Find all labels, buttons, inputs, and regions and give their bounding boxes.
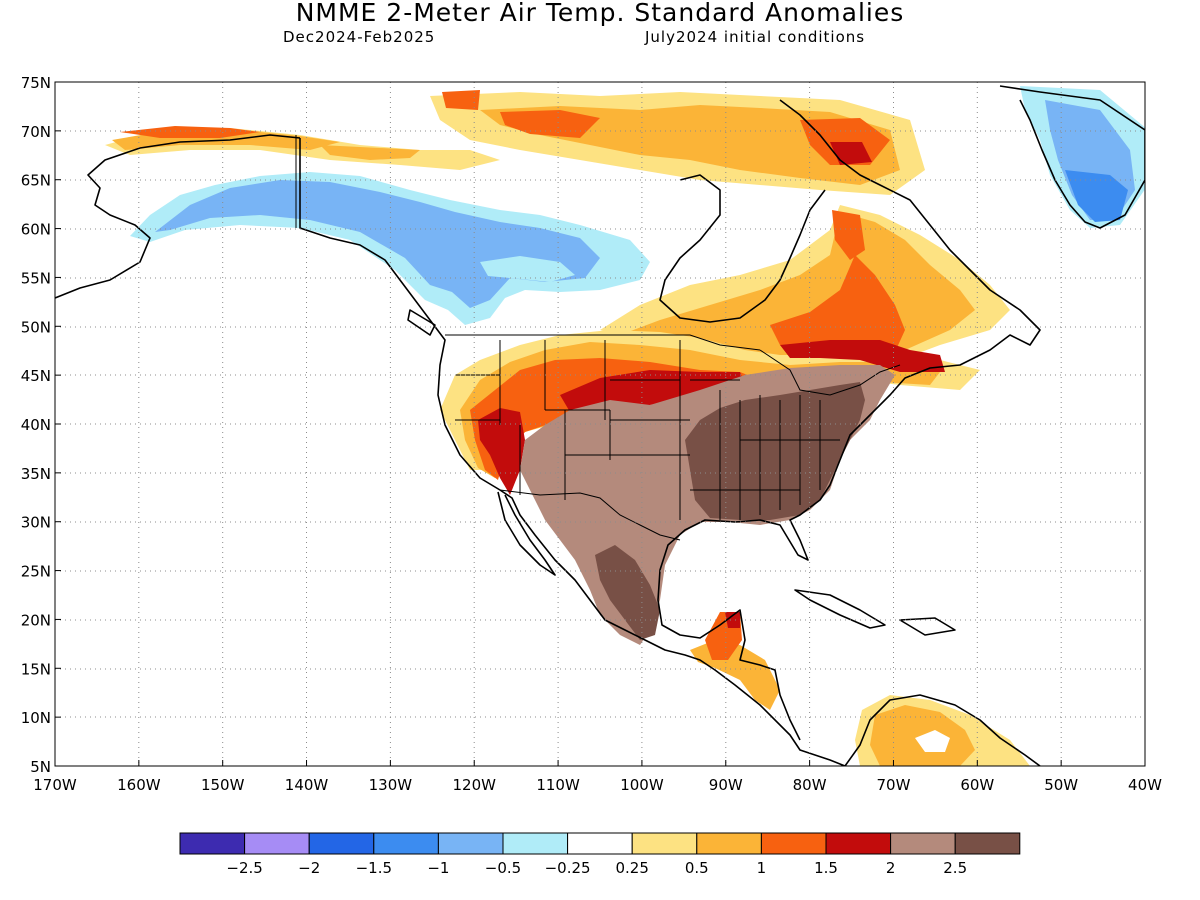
shade-greatlakes-darkred [780,340,945,372]
shade-east-canada-darkorange [770,255,905,362]
lon-tick-label: 140W [285,776,329,794]
legend-swatch [696,832,762,855]
lat-tick-label: 60N [21,221,51,239]
lon-tick-label: 40W [1128,776,1162,794]
coastline-south-america [844,694,1041,766]
shade-archipelago-darkred [830,142,872,165]
coastline-gulf [657,459,841,741]
lat-tick-label: 25N [21,563,51,581]
lon-tick-label: 50W [1044,776,1078,794]
coastline-cuba [794,589,886,629]
legend-label: −2.5 [226,859,262,877]
coastline-west [299,138,846,766]
coastlines [55,85,1145,766]
lon-tick-label: 80W [793,776,827,794]
shade-arctic-coast-darkorange [120,126,260,138]
coastline-east [779,99,1041,461]
graticule [55,82,1145,766]
coastline-alaska-north [55,134,301,299]
coastline-hispaniola [899,617,956,636]
legend-swatch [567,832,633,855]
legend-swatch [437,832,504,855]
legend-label: 2.5 [943,859,967,877]
legend-label: 0.25 [615,859,648,877]
shade-archipelago-red-1 [442,90,480,110]
coastline-vancouver-island [407,309,436,336]
legend-label: −1 [427,859,449,877]
legend-swatch [631,832,698,855]
lat-tick-label: 35N [21,465,51,483]
lat-tick-label: 45N [21,367,51,385]
coastline-greenland [999,85,1145,229]
shade-greenland-darkblue [1065,170,1128,222]
lat-tick-label: 15N [21,660,51,678]
legend-label: −0.25 [545,859,591,877]
lon-tick-label: 70W [877,776,911,794]
map-title: NMME 2-Meter Air Temp. Standard Anomalie… [295,0,905,27]
initial-conditions-label: July2024 initial conditions [645,28,866,46]
lat-tick-label: 20N [21,611,51,629]
legend-swatch [954,832,1021,855]
lon-tick-label: 130W [369,776,413,794]
lat-tick-label: 65N [21,172,51,190]
lon-tick-label: 150W [201,776,245,794]
border-us-canada-49th [445,334,761,351]
shade-southamerica-white [915,730,950,752]
legend-swatch [890,832,956,855]
latitude-axis: 75N 70N 65N 60N 55N 50N 45N 40N 35N 30N 25N 20N 15N 1… [21,74,61,776]
shade-yucatan-darkred [725,612,740,628]
shade-mexico-darkbrown [595,545,660,640]
shade-cold-cyan-inner [480,256,575,282]
lat-tick-label: 40N [21,416,51,434]
legend-label: −2 [298,859,320,877]
coastline-baja [497,491,556,576]
lat-tick-label: 50N [21,318,51,336]
coastline-hudson-bay [659,174,826,323]
lon-tick-label: 100W [620,776,664,794]
legend-swatch [373,832,439,855]
legend-label: 2 [886,859,896,877]
shade-us-darkred-nevada [478,408,525,495]
lon-tick-label: 110W [536,776,580,794]
lat-tick-label: 10N [21,709,51,727]
legend-label: 1 [757,859,767,877]
legend-label: 0.5 [685,859,709,877]
legend-swatch [244,832,310,855]
lat-tick-label: 30N [21,514,51,532]
shade-centralamerica-orange [690,640,780,710]
lat-tick-label: 55N [21,269,51,287]
border-great-lakes [759,349,901,396]
longitude-axis: 170W 160W 150W 140W 130W 120W 110W 100W 90W 80W 70… [33,760,1162,794]
legend-swatch [825,832,892,855]
period-label: Dec2024-Feb2025 [283,28,436,46]
legend-swatch [179,832,246,855]
legend-label: −1.5 [356,859,392,877]
lat-tick-label: 75N [21,74,51,92]
shade-labrador-orange [832,210,865,260]
legend-label: −0.5 [485,859,521,877]
shade-arctic-coast-orange-east [320,145,420,160]
lon-tick-label: 60W [960,776,994,794]
lat-tick-label: 5N [30,758,51,776]
legend-swatch [502,832,569,855]
lat-tick-label: 70N [21,123,51,141]
legend-swatch [760,832,827,855]
legend-swatch [308,832,375,855]
color-legend: −2.5 −2 −1.5 −1 −0.5 −0.25 0.25 0.5 1 1.5 2 2.5 [179,832,1021,877]
lon-tick-label: 170W [33,776,77,794]
anomaly-field [105,86,1145,766]
lon-tick-label: 120W [452,776,496,794]
border-us-mexico [499,489,681,541]
legend-label: 1.5 [814,859,838,877]
lon-tick-label: 160W [117,776,161,794]
lon-tick-label: 90W [709,776,743,794]
